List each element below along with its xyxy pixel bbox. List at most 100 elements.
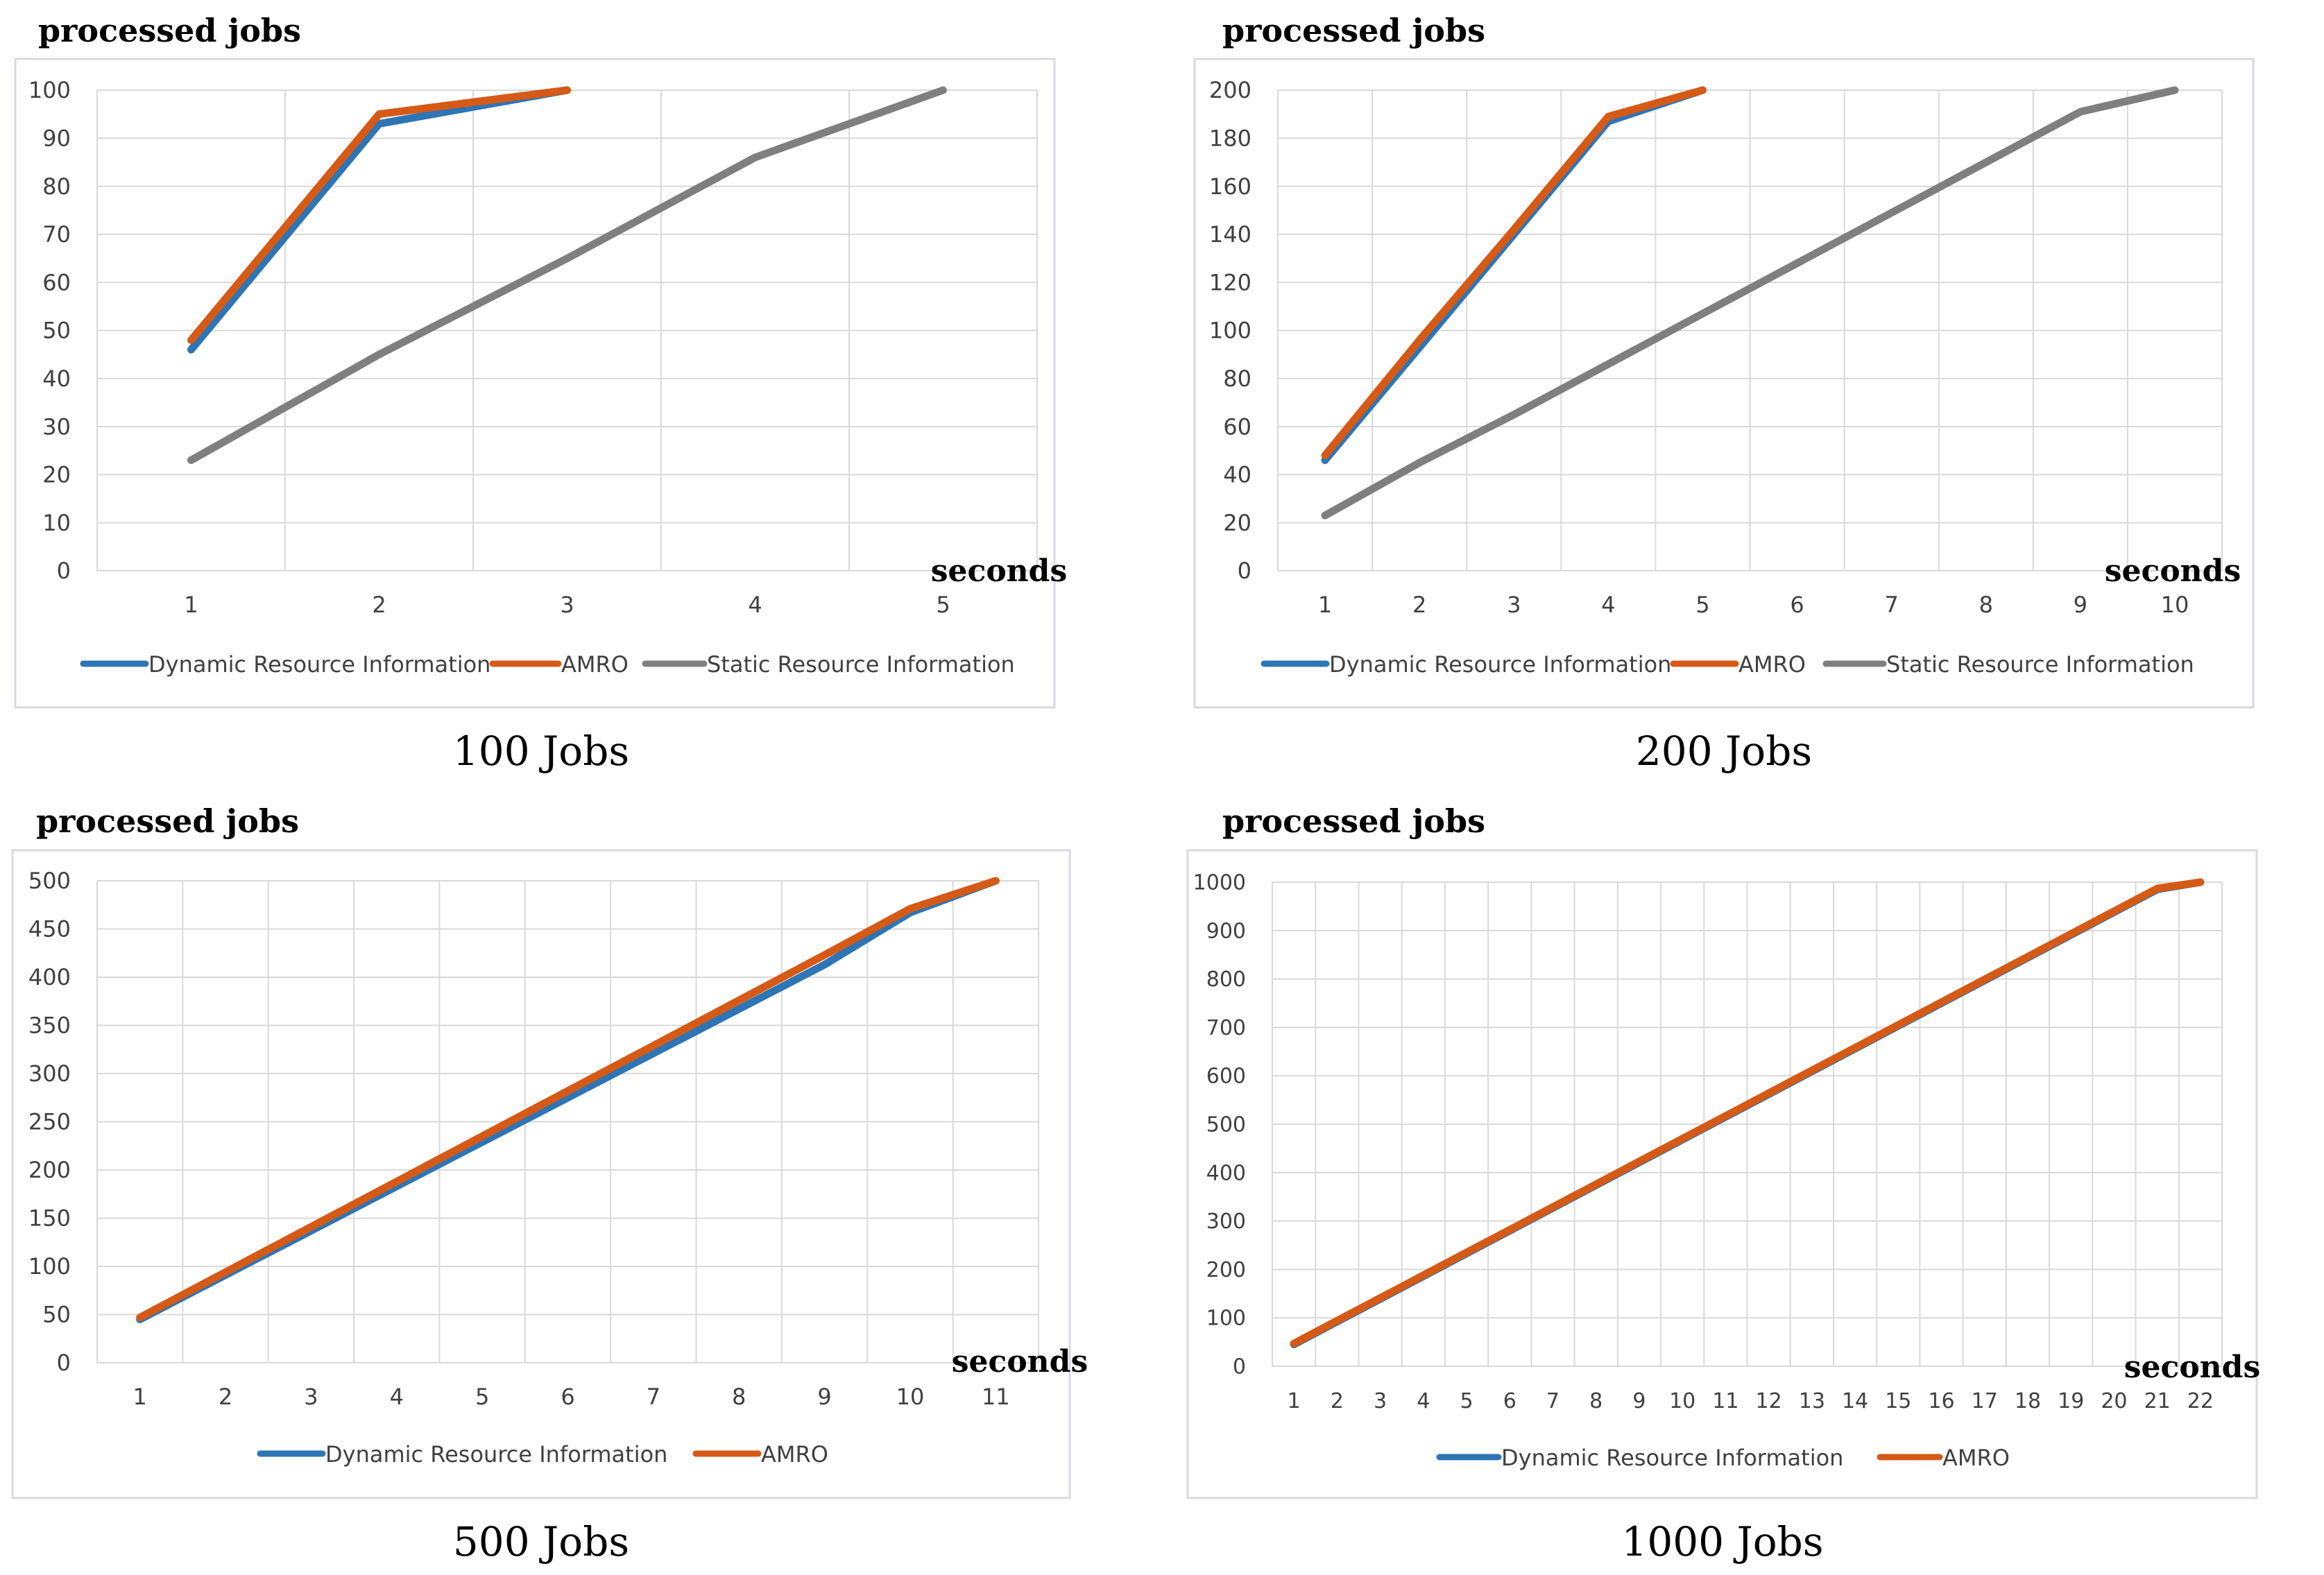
chart-1: 0 10 20 30 40 50 60 70 80 90 100 1 2 3 4 5 processed job… [14,12,1067,775]
x-tick-label: 6 [1790,592,1804,618]
y-tick-label: 200 [1209,77,1251,103]
y-tick-label: 400 [28,964,71,990]
y-tick-label: 1000 [1193,871,1246,895]
chart-2: 0 20 40 60 80 100 120 140 160 180 200 1 2 3 4 5 6 7 8 9 10 pr… [1193,12,2255,775]
x-tick-label: 6 [1503,1389,1516,1413]
x-tick-label: 7 [1546,1389,1560,1413]
x-tick-label: 4 [1417,1389,1430,1413]
y-tick-label: 800 [1206,967,1246,992]
y-tick-label: 300 [1206,1210,1246,1234]
y-tick-label: 0 [57,1350,71,1376]
x-tick-label: 3 [560,592,574,618]
series-line-2 [1290,878,2205,1348]
x-tick-label: 15 [1885,1389,1911,1413]
chart-caption: 200 Jobs [1636,728,1812,775]
chart-caption: 100 Jobs [453,728,629,775]
chart-frame [1193,58,2255,709]
y-tick-label: 10 [42,510,71,536]
x-tick-label: 14 [1842,1389,1868,1413]
y-tick-label: 50 [42,1302,71,1328]
x-tick-label: 8 [1979,592,1993,618]
y-tick-label: 200 [28,1157,71,1183]
x-tick-label: 5 [1460,1389,1473,1413]
legend-label: Dynamic Resource Information [148,651,490,678]
x-tick-label: 5 [1695,592,1709,618]
y-tick-label: 300 [28,1060,71,1087]
y-axis-title: processed jobs [1222,12,1485,49]
x-tick-label: 12 [1756,1389,1782,1413]
chart-frame [1186,849,2258,1499]
x-tick-label: 2 [219,1384,232,1410]
chart-frame [11,849,1071,1499]
y-tick-label: 0 [1238,558,1251,584]
legend-label: AMRO [1942,1445,2010,1471]
x-tick-label: 1 [133,1384,147,1410]
series-line-2 [136,877,1000,1322]
y-axis-title: processed jobs [38,12,301,49]
y-tick-label: 0 [1233,1355,1246,1379]
y-tick-label: 400 [1206,1161,1246,1185]
x-tick-label: 1 [184,592,198,618]
y-tick-label: 500 [28,868,71,894]
x-tick-label: 5 [475,1384,489,1410]
x-tick-label: 4 [748,592,762,618]
x-tick-label: 3 [1374,1389,1387,1413]
y-tick-label: 40 [1223,462,1251,488]
y-tick-label: 100 [1209,318,1251,344]
x-tick-label: 2 [1412,592,1426,618]
x-tick-label: 16 [1928,1389,1954,1413]
y-tick-label: 70 [42,221,71,248]
x-tick-label: 1 [1288,1389,1301,1413]
chart-frame [14,58,1056,709]
x-axis-title: seconds [931,553,1067,589]
legend-label: Static Resource Information [1886,651,2194,678]
y-tick-label: 180 [1209,126,1251,152]
x-tick-label: 10 [2161,592,2189,618]
x-tick-label: 2 [372,592,386,618]
legend-label: Dynamic Resource Information [1329,651,1671,678]
y-tick-label: 50 [42,318,71,344]
x-axis-title: seconds [952,1344,1088,1379]
y-tick-label: 30 [42,413,71,440]
series-line-2 [1321,86,1707,460]
y-tick-label: 60 [1223,413,1251,440]
legend-label: AMRO [561,651,629,678]
x-tick-label: 11 [1712,1389,1738,1413]
y-tick-label: 160 [1209,173,1251,200]
x-tick-label: 3 [1507,592,1521,618]
y-tick-label: 80 [42,173,71,200]
y-tick-label: 0 [57,558,71,584]
x-tick-label: 9 [1632,1389,1646,1413]
x-tick-label: 10 [896,1384,925,1410]
x-tick-label: 11 [982,1384,1010,1410]
y-tick-label: 90 [42,126,71,152]
y-axis-title: processed jobs [1222,802,1485,840]
x-tick-label: 13 [1799,1389,1825,1413]
x-axis-title: seconds [2105,553,2241,589]
y-tick-label: 600 [1206,1065,1246,1089]
x-tick-label: 4 [1601,592,1615,618]
x-tick-label: 4 [390,1384,404,1410]
x-tick-label: 19 [2058,1389,2084,1413]
x-tick-label: 2 [1331,1389,1344,1413]
series-line-2 [187,86,571,344]
x-tick-label: 7 [1884,592,1898,618]
series-line-3 [187,86,947,465]
chart-3: 0 50 100 150 200 250 300 350 400 450 500 1 2 3 4 5 6 7 8 9 1… [11,802,1088,1565]
x-tick-label: 21 [2144,1389,2171,1413]
x-tick-label: 8 [732,1384,746,1410]
y-tick-label: 450 [28,916,71,943]
y-tick-label: 20 [1223,510,1251,536]
y-tick-label: 140 [1209,221,1251,248]
y-tick-label: 500 [1206,1113,1246,1137]
x-tick-label: 22 [2187,1389,2214,1413]
x-tick-label: 20 [2101,1389,2127,1413]
x-tick-label: 1 [1318,592,1332,618]
y-tick-label: 60 [42,269,71,295]
y-axis-title: processed jobs [36,802,299,840]
x-tick-label: 5 [936,592,950,618]
y-tick-label: 700 [1206,1016,1246,1040]
chart-caption: 500 Jobs [453,1518,629,1565]
x-tick-label: 17 [1972,1389,1998,1413]
